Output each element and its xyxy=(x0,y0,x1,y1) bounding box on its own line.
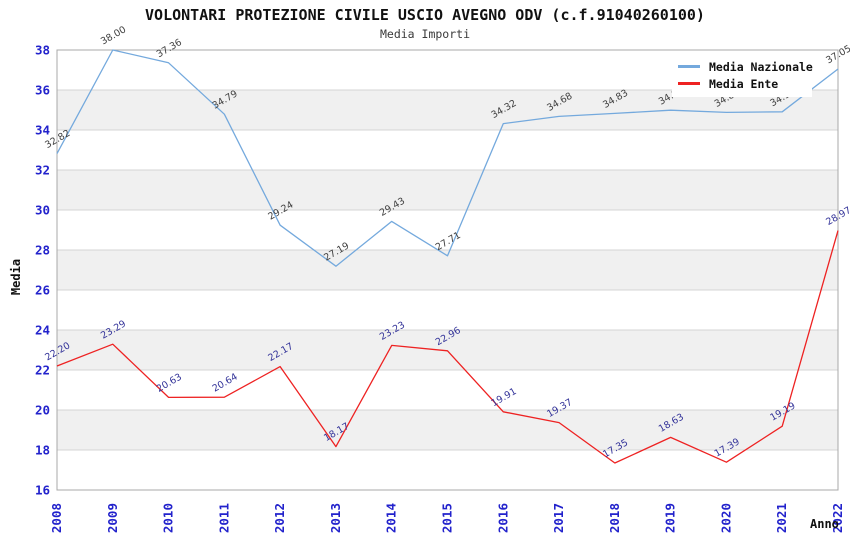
grid-band xyxy=(57,170,838,210)
x-tick-label: 2008 xyxy=(49,503,64,533)
x-axis-label: Anno xyxy=(810,517,839,531)
y-tick-label: 26 xyxy=(35,283,50,298)
x-tick-label: 2019 xyxy=(663,503,678,533)
grid-band xyxy=(57,330,838,370)
x-tick-label: 2017 xyxy=(551,503,566,533)
x-tick-label: 2012 xyxy=(272,503,287,533)
x-tick-label: 2021 xyxy=(774,503,789,533)
y-tick-label: 28 xyxy=(35,243,50,258)
data-label: 37.05 xyxy=(824,43,850,66)
legend: Media Nazionale Media Ente xyxy=(672,52,813,97)
x-tick-label: 2014 xyxy=(384,503,399,533)
series-line-media-ente xyxy=(56,230,839,464)
chart-subtitle: Media Importi xyxy=(379,27,470,41)
x-tick-label: 2013 xyxy=(328,503,343,533)
series-line-media-nazionale xyxy=(56,49,839,267)
x-tick-label: 2022 xyxy=(830,503,845,533)
chart-title: VOLONTARI PROTEZIONE CIVILE USCIO AVEGNO… xyxy=(145,6,705,24)
y-tick-label: 18 xyxy=(35,443,50,458)
legend-swatch-ente-icon xyxy=(678,82,700,85)
y-tick-label: 38 xyxy=(35,43,50,58)
x-tick-label: 2016 xyxy=(495,503,510,533)
x-tick-label: 2010 xyxy=(161,503,176,533)
x-tick-label: 2018 xyxy=(607,503,622,533)
grid-band xyxy=(57,410,838,450)
legend-item-media-ente: Media Ente xyxy=(678,75,812,92)
plot-border xyxy=(56,49,839,491)
x-tick-label: 2020 xyxy=(718,503,733,533)
x-tick-label: 2015 xyxy=(440,503,455,533)
y-tick-label: 20 xyxy=(35,403,50,418)
y-tick-label: 30 xyxy=(35,203,50,218)
x-tick-label: 2011 xyxy=(216,503,231,533)
legend-label: Media Nazionale xyxy=(709,59,813,74)
grid-band xyxy=(57,250,838,290)
y-tick-label: 16 xyxy=(35,483,50,498)
legend-label: Media Ente xyxy=(709,76,779,91)
y-axis-label: Media xyxy=(9,258,23,296)
y-tick-label: 34 xyxy=(35,123,50,138)
y-tick-label: 36 xyxy=(35,83,50,98)
legend-item-media-nazionale: Media Nazionale xyxy=(678,58,813,75)
data-label: 19.91 xyxy=(490,386,519,409)
data-label: 20.63 xyxy=(155,372,184,395)
y-tick-label: 32 xyxy=(35,163,50,178)
y-tick-label: 24 xyxy=(35,323,50,338)
legend-swatch-nazionale-icon xyxy=(678,65,700,68)
y-tick-label: 22 xyxy=(35,363,50,378)
x-tick-label: 2009 xyxy=(105,503,120,533)
